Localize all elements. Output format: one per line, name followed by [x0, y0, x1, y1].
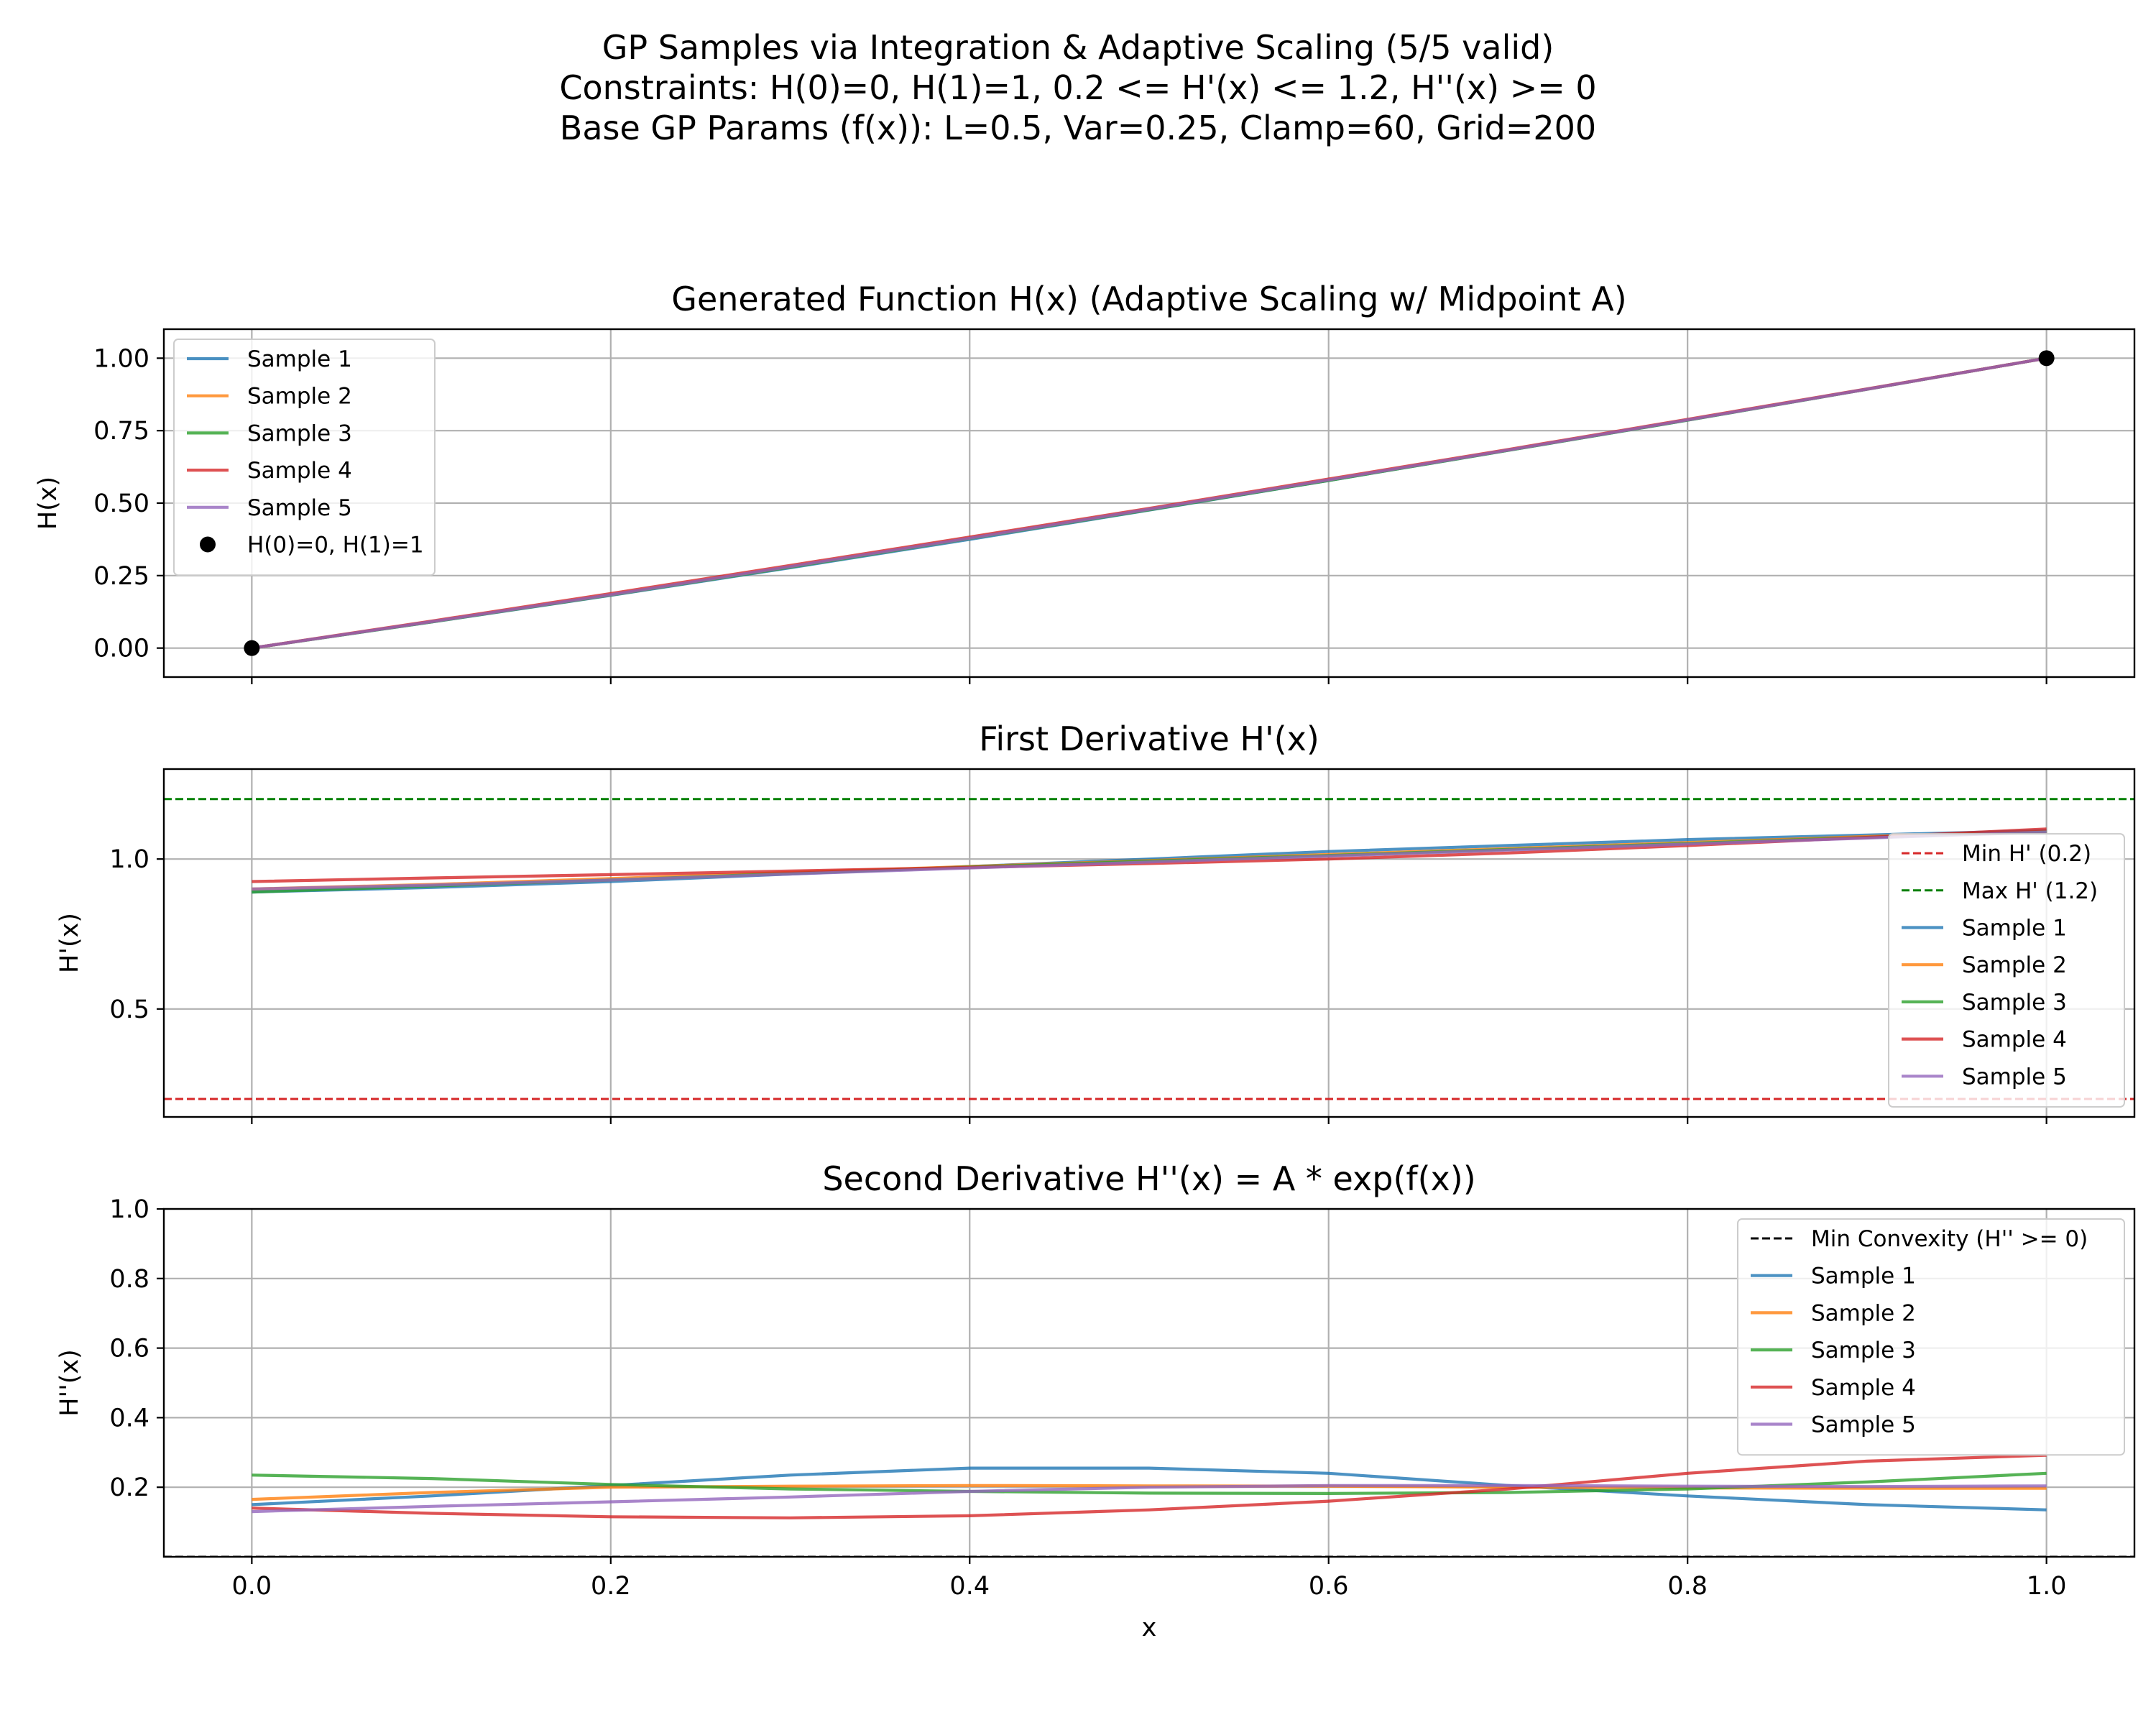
y-axis-label: H(x): [34, 477, 63, 530]
legend-label: Sample 4: [247, 458, 352, 484]
legend-label: H(0)=0, H(1)=1: [247, 533, 424, 558]
series-line-sample-5: [252, 1484, 2047, 1514]
plot-area: [164, 1453, 2134, 1557]
legend-label: Sample 5: [1811, 1412, 1916, 1438]
panel-title: Generated Function H(x) (Adaptive Scalin…: [671, 280, 1626, 318]
x-tick-label: 0.6: [1309, 1572, 1349, 1601]
y-tick-label: 0.6: [109, 1335, 149, 1363]
x-tick-label: 0.0: [232, 1572, 272, 1601]
y-tick-label: 0.8: [109, 1265, 149, 1294]
legend: Sample 1 Sample 2 Sample 3 Sample 4 Sample 5…: [173, 339, 436, 576]
legend-label: Sample 4: [1811, 1375, 1916, 1401]
y-axis-label: H'(x): [55, 913, 84, 973]
legend-label: Max H' (1.2): [1962, 878, 2098, 904]
legend-label: Min Convexity (H'' >= 0): [1811, 1226, 2088, 1252]
legend-label: Sample 2: [1962, 952, 2067, 978]
suptitle-line-3: Base GP Params (f(x)): L=0.5, Var=0.25, …: [559, 109, 1597, 147]
legend-label: Sample 2: [1811, 1300, 1916, 1326]
legend-box: [1888, 833, 2125, 1108]
y-tick-label: 0.5: [109, 995, 149, 1024]
y-tick-label: 1.00: [93, 344, 149, 373]
panel-title: Second Derivative H''(x) = A * exp(f(x)): [822, 1159, 1475, 1198]
axes-frame: [162, 768, 2136, 1118]
legend-label: Sample 1: [1962, 916, 2067, 942]
legend: Min H' (0.2) Max H' (1.2) Sample 1 Sample 2…: [1888, 833, 2125, 1108]
y-tick-label: 0.4: [109, 1404, 149, 1432]
panel-3: 0.0 0.2 0.4 0.6 0.8 1.0 0.2 0.4 0.6 0.8 1.0 Second …: [55, 1159, 2136, 1642]
y-tick-label: 0.00: [93, 635, 149, 663]
panel-2: 0.5 1.0 First Derivative H'(x) H'(x) Min H' …: [55, 719, 2136, 1124]
panel-title: First Derivative H'(x): [979, 719, 1319, 758]
legend-label: Min H' (0.2): [1962, 841, 2091, 867]
endpoint-marker: [2038, 350, 2055, 367]
legend-label: Sample 2: [247, 384, 352, 410]
legend-box: [1737, 1218, 2125, 1456]
x-tick-label: 0.4: [949, 1572, 990, 1601]
suptitle-line-2: Constraints: H(0)=0, H(1)=1, 0.2 <= H'(x…: [559, 68, 1597, 107]
legend-label: Sample 5: [247, 495, 352, 521]
series-line-sample-5: [252, 830, 2047, 891]
y-tick-label: 0.25: [93, 562, 149, 591]
legend-label: Sample 4: [1962, 1027, 2067, 1053]
legend-label: Sample 1: [247, 346, 352, 372]
y-tick-label: 0.2: [109, 1473, 149, 1502]
legend-label: Sample 1: [1811, 1264, 1916, 1289]
axes-frame: [162, 1208, 2136, 1558]
legend-box: [173, 339, 436, 576]
legend-label: Sample 5: [1962, 1064, 2067, 1090]
plot-area: [164, 798, 2134, 1100]
legend-swatch: [200, 536, 216, 553]
x-axis-label: x: [1142, 1614, 1157, 1642]
y-tick-label: 0.50: [93, 489, 149, 518]
series-line-sample-5: [252, 356, 2047, 650]
x-tick-label: 0.2: [591, 1572, 631, 1601]
legend-label: Sample 3: [1811, 1338, 1916, 1363]
x-tick-label: 0.8: [1667, 1572, 1708, 1601]
suptitle-line-1: GP Samples via Integration & Adaptive Sc…: [602, 28, 1554, 67]
legend-label: Sample 3: [247, 420, 352, 446]
y-tick-label: 0.75: [93, 417, 149, 446]
y-axis-label: H''(x): [55, 1349, 84, 1417]
legend-label: Sample 3: [1962, 990, 2067, 1016]
y-tick-label: 1.0: [109, 1195, 149, 1224]
legend: Min Convexity (H'' >= 0) Sample 1 Sample 2…: [1737, 1218, 2125, 1456]
endpoint-marker: [244, 640, 260, 656]
figure-suptitle: GP Samples via Integration & Adaptive Sc…: [0, 27, 2156, 148]
panel-1: 0.00 0.25 0.50 0.75 1.00 Generated Function H…: [34, 280, 2136, 684]
x-tick-label: 1.0: [2027, 1572, 2067, 1601]
y-tick-label: 1.0: [109, 845, 149, 874]
series-line-sample-4: [252, 1453, 2047, 1519]
plot-area: [252, 356, 2047, 650]
